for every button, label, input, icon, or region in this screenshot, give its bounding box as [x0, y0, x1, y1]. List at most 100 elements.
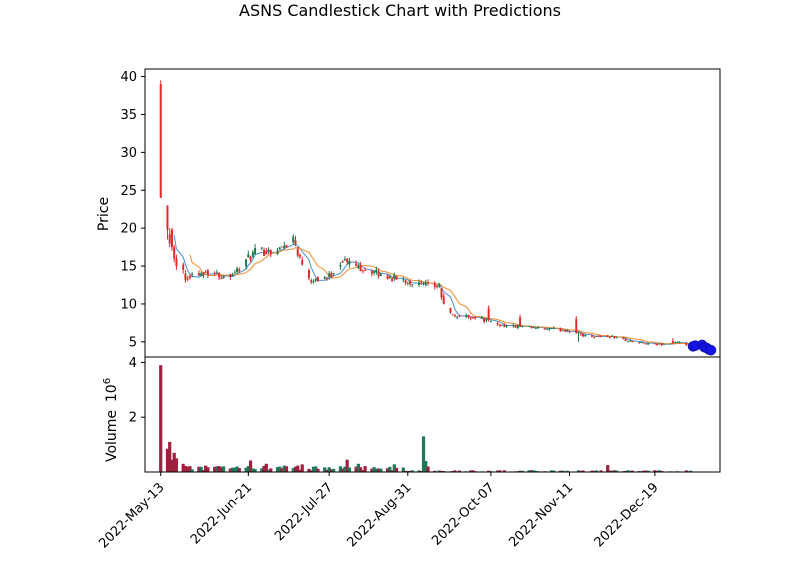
- volume-bar: [534, 470, 538, 472]
- candle: [184, 269, 187, 283]
- candle-body: [543, 328, 546, 330]
- volume-bar: [552, 470, 556, 472]
- candle: [377, 268, 380, 279]
- candle: [656, 343, 659, 346]
- volume-bar: [269, 468, 273, 472]
- candle: [283, 241, 286, 249]
- candle: [222, 275, 225, 279]
- candle: [514, 324, 517, 328]
- candle-body: [564, 330, 567, 332]
- volume-bar: [338, 466, 343, 472]
- volume-bar: [309, 470, 313, 472]
- candle-body: [202, 272, 205, 276]
- volume-bar: [410, 470, 414, 472]
- candle: [579, 332, 582, 336]
- candle-body: [316, 277, 319, 282]
- volume-bar: [296, 465, 300, 472]
- candle: [307, 268, 310, 281]
- volume-bar: [439, 470, 444, 472]
- candle: [660, 342, 663, 347]
- candle-body: [642, 342, 645, 344]
- candle-body: [328, 273, 331, 277]
- volume-bar: [581, 470, 585, 472]
- candle: [251, 250, 254, 258]
- volume-bar: [388, 466, 392, 472]
- candle-body: [204, 271, 207, 273]
- candle-body: [159, 84, 162, 198]
- price-tick-label: 15: [120, 260, 137, 275]
- candle-body: [285, 245, 288, 248]
- candle-body: [593, 336, 596, 338]
- candle-body: [175, 258, 178, 267]
- candle: [379, 273, 382, 277]
- volume-bar: [457, 470, 462, 472]
- candle: [238, 267, 241, 274]
- candle: [642, 342, 645, 344]
- candle-body: [395, 276, 398, 280]
- volume-axis-label: Volume: [104, 410, 120, 462]
- volume-bar: [394, 467, 399, 472]
- candle-body: [357, 265, 360, 269]
- price-tick-label: 25: [120, 184, 137, 199]
- candle: [597, 334, 600, 337]
- volume-bar: [610, 470, 614, 472]
- volume-bar: [628, 470, 632, 472]
- candle-body: [624, 339, 627, 341]
- candle-body: [552, 327, 555, 329]
- candle-body: [206, 270, 209, 275]
- candle: [375, 266, 378, 275]
- candle: [406, 281, 409, 286]
- candle: [489, 320, 492, 323]
- price-tick-label: 30: [120, 146, 137, 161]
- candle: [685, 342, 688, 346]
- candle-body: [213, 273, 216, 274]
- candle-body: [375, 269, 378, 273]
- candle: [186, 275, 189, 282]
- candle-body: [247, 254, 250, 258]
- candle-body: [534, 328, 537, 329]
- volume-bar: [401, 467, 405, 472]
- volume-bar: [626, 470, 630, 472]
- candle-body: [653, 343, 656, 345]
- candle: [564, 329, 567, 333]
- volume-bar: [561, 470, 565, 472]
- candle: [341, 259, 344, 263]
- candle: [532, 326, 535, 329]
- candle: [339, 262, 342, 270]
- candle: [474, 316, 477, 320]
- candle-body: [442, 296, 445, 304]
- candle: [231, 272, 234, 277]
- candle: [593, 336, 596, 339]
- volume-bar: [314, 466, 318, 472]
- candle: [599, 335, 602, 338]
- candle-body: [521, 326, 524, 327]
- candle-body: [278, 247, 281, 250]
- price-axis-ticks: 5 10 15 20 25 30 35 40: [120, 70, 145, 350]
- candle-body: [173, 247, 176, 259]
- volume-bar: [642, 470, 646, 472]
- candle: [409, 279, 412, 287]
- volume-bar: [612, 470, 617, 472]
- volume-bar: [374, 468, 378, 472]
- candle-body: [581, 334, 584, 337]
- volume-bar: [403, 470, 408, 472]
- candle: [386, 274, 389, 280]
- candle-body: [424, 282, 427, 286]
- price-tick-label: 40: [120, 70, 137, 85]
- candle-body: [215, 272, 218, 274]
- volume-bar: [408, 470, 412, 472]
- candle-body: [236, 268, 239, 273]
- candle-body: [590, 335, 593, 337]
- volume-bar: [370, 468, 374, 472]
- candle: [528, 325, 531, 328]
- candle: [674, 341, 677, 344]
- candle: [438, 282, 441, 288]
- volume-bar: [251, 468, 255, 472]
- volume-bar: [228, 468, 232, 472]
- volume-tick-label: 4: [129, 356, 137, 371]
- candle-body: [622, 337, 625, 340]
- candle-body: [191, 273, 194, 275]
- candle: [449, 307, 452, 314]
- candle: [469, 316, 472, 321]
- volume-bar: [502, 470, 506, 472]
